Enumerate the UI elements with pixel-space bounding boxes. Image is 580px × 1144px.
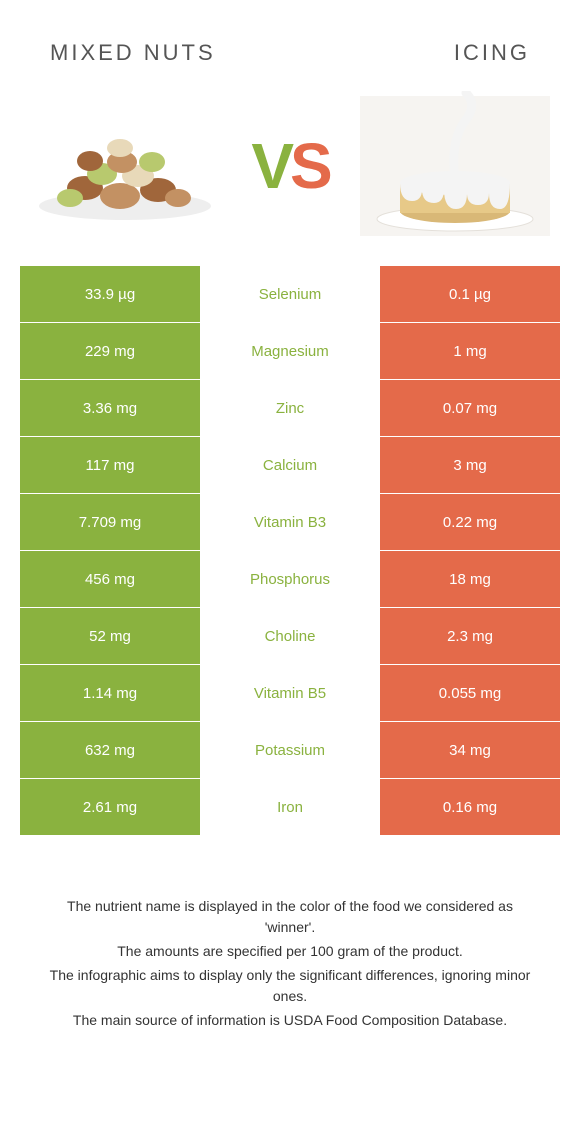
nutrient-left-value: 229 mg	[20, 323, 200, 380]
nutrient-row: 117 mgCalcium3 mg	[20, 437, 560, 494]
nutrient-row: 456 mgPhosphorus18 mg	[20, 551, 560, 608]
nutrient-right-value: 1 mg	[380, 323, 560, 380]
nutrient-left-value: 33.9 µg	[20, 266, 200, 323]
nutrient-left-value: 7.709 mg	[20, 494, 200, 551]
nutrient-right-value: 0.07 mg	[380, 380, 560, 437]
left-food-image	[30, 96, 220, 236]
nutrient-name: Zinc	[200, 380, 380, 437]
footer-line: The main source of information is USDA F…	[40, 1010, 540, 1031]
nutrient-row: 3.36 mgZinc0.07 mg	[20, 380, 560, 437]
comparison-header: MIXED NUTS ICING	[20, 20, 560, 96]
right-food-image	[360, 96, 550, 236]
nutrient-left-value: 2.61 mg	[20, 779, 200, 836]
nutrient-name: Potassium	[200, 722, 380, 779]
nutrient-name: Calcium	[200, 437, 380, 494]
icing-cake-icon	[360, 91, 550, 241]
nutrient-right-value: 3 mg	[380, 437, 560, 494]
nutrient-row: 2.61 mgIron0.16 mg	[20, 779, 560, 836]
nutrient-right-value: 0.1 µg	[380, 266, 560, 323]
footer-line: The amounts are specified per 100 gram o…	[40, 941, 540, 962]
nutrient-row: 632 mgPotassium34 mg	[20, 722, 560, 779]
vs-v: V	[251, 129, 290, 203]
nutrient-right-value: 34 mg	[380, 722, 560, 779]
nutrient-name: Phosphorus	[200, 551, 380, 608]
vs-label: VS	[251, 129, 328, 203]
nutrient-left-value: 632 mg	[20, 722, 200, 779]
footer-notes: The nutrient name is displayed in the co…	[20, 896, 560, 1031]
nutrient-name: Vitamin B3	[200, 494, 380, 551]
nutrient-name: Iron	[200, 779, 380, 836]
footer-line: The nutrient name is displayed in the co…	[40, 896, 540, 938]
title-right: ICING	[454, 40, 530, 66]
nutrient-row: 33.9 µgSelenium0.1 µg	[20, 266, 560, 323]
nutrient-name: Choline	[200, 608, 380, 665]
nutrient-row: 52 mgCholine2.3 mg	[20, 608, 560, 665]
nutrient-right-value: 0.22 mg	[380, 494, 560, 551]
nutrient-right-value: 18 mg	[380, 551, 560, 608]
footer-line: The infographic aims to display only the…	[40, 965, 540, 1007]
nutrient-row: 229 mgMagnesium1 mg	[20, 323, 560, 380]
nutrient-left-value: 1.14 mg	[20, 665, 200, 722]
nutrient-name: Vitamin B5	[200, 665, 380, 722]
nutrient-comparison-table: 33.9 µgSelenium0.1 µg229 mgMagnesium1 mg…	[20, 266, 560, 836]
mixed-nuts-icon	[30, 106, 220, 226]
nutrient-name: Selenium	[200, 266, 380, 323]
nutrient-name: Magnesium	[200, 323, 380, 380]
nutrient-right-value: 0.16 mg	[380, 779, 560, 836]
nutrient-row: 7.709 mgVitamin B30.22 mg	[20, 494, 560, 551]
title-left: MIXED NUTS	[50, 40, 216, 66]
nutrient-left-value: 456 mg	[20, 551, 200, 608]
nutrient-left-value: 3.36 mg	[20, 380, 200, 437]
nutrient-row: 1.14 mgVitamin B50.055 mg	[20, 665, 560, 722]
vs-s: S	[290, 129, 329, 203]
nutrient-left-value: 117 mg	[20, 437, 200, 494]
nutrient-left-value: 52 mg	[20, 608, 200, 665]
nutrient-right-value: 0.055 mg	[380, 665, 560, 722]
nutrient-right-value: 2.3 mg	[380, 608, 560, 665]
comparison-hero: VS	[20, 96, 560, 266]
